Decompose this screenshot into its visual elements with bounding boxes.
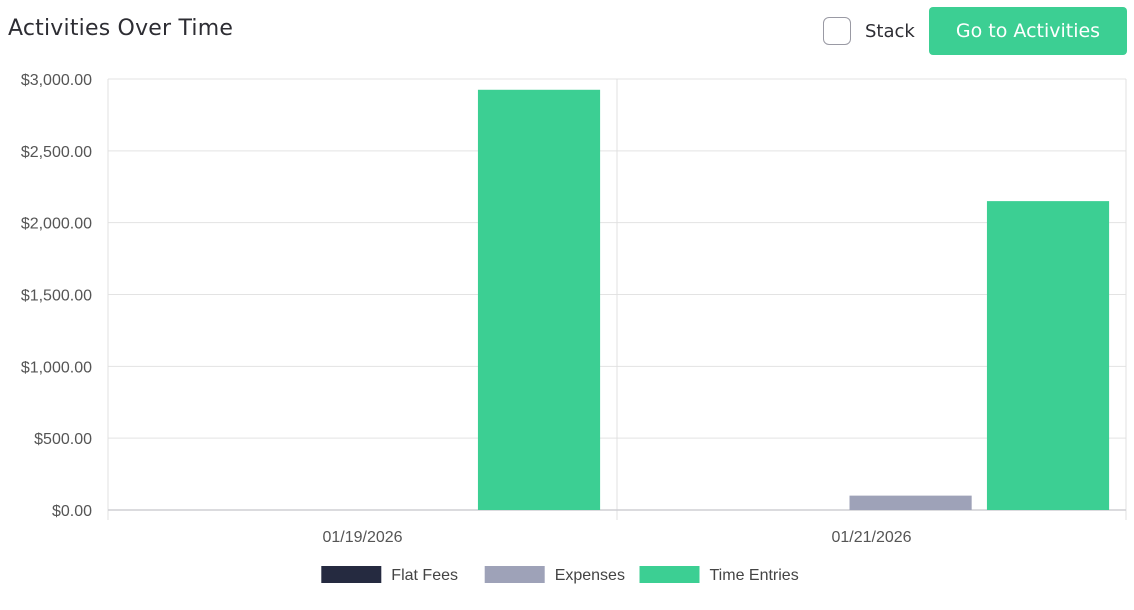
activities-bar-chart: $0.00 $500.00 $1,000.00 $1,500.00 $2,000.00 $… [21, 72, 1127, 584]
chart-title: Activities Over Time [8, 16, 234, 41]
stack-checkbox[interactable] [823, 17, 851, 45]
legend-label-expenses: Expenses [555, 567, 625, 584]
x-tick-label: 01/21/2026 [831, 529, 911, 546]
legend-swatch-expenses [484, 566, 545, 583]
x-tick-label: 01/19/2026 [322, 529, 402, 546]
legend-swatch-time-entries [639, 566, 700, 583]
legend-label-time-entries: Time Entries [710, 567, 799, 584]
bar-expenses [849, 495, 972, 510]
y-tick-label: $0.00 [52, 503, 92, 520]
stack-toggle[interactable]: Stack [823, 16, 915, 46]
legend-swatch-flat-fees [321, 566, 382, 583]
chart-header: Activities Over Time Stack Go to Activit… [0, 0, 1134, 60]
y-tick-label: $2,500.00 [21, 144, 92, 161]
y-tick-label: $3,000.00 [21, 72, 92, 89]
bar-time-entries [986, 201, 1110, 510]
go-to-activities-button[interactable]: Go to Activities [929, 7, 1127, 55]
stack-label: Stack [865, 20, 915, 42]
y-tick-label: $1,500.00 [21, 288, 92, 305]
y-tick-label: $1,000.00 [21, 359, 92, 376]
legend-label-flat-fees: Flat Fees [391, 567, 458, 584]
bar-time-entries [477, 89, 601, 511]
y-tick-label: $2,000.00 [21, 216, 92, 233]
y-tick-label: $500.00 [34, 431, 92, 448]
